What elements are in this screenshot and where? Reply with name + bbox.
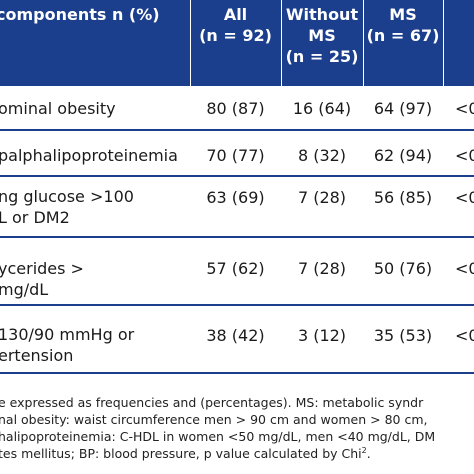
cell-without-ms: 7 (28) [297,188,347,207]
cell-all: 38 (42) [206,326,265,345]
cell-ms: 56 (85) [373,188,433,207]
header-divider [363,0,364,86]
cell-all: 70 (77) [206,146,265,165]
cell-p: <0 [455,146,474,165]
header-all: All (n = 92) [199,5,272,45]
header-without-ms: Without MS (n = 25) [285,5,359,66]
cell-without-ms: 3 (12) [297,326,347,345]
cell-p: <0 [455,99,474,118]
footnote-line: e expressed as frequencies and (percenta… [0,395,424,410]
cell-ms: 64 (97) [373,99,433,118]
header-ms: MS (n = 67) [366,5,440,45]
row-divider [0,372,474,374]
header-divider [190,0,191,86]
row-label: ng glucose >100 L or DM2 [0,187,134,227]
footnote-line: nal obesity: waist circumference men > 9… [0,412,428,427]
cell-without-ms: 16 (64) [292,99,352,118]
cell-p: <0 [455,326,474,345]
row-divider [0,236,474,238]
cell-all: 63 (69) [206,188,265,207]
footnote-line: halipoproteinemia: C-HDL in women <50 mg… [0,429,436,444]
table-header: components n (%) All (n = 92) Without MS… [0,0,474,86]
cell-without-ms: 7 (28) [297,259,347,278]
row-label: ycerides > mg/dL [0,259,84,299]
row-divider [0,304,474,306]
cell-p: <0 [455,259,474,278]
row-label: 130/90 mmHg or ertension [0,325,135,365]
row-divider [0,129,474,131]
cell-without-ms: 8 (32) [297,146,347,165]
cell-p: <0 [455,188,474,207]
row-divider [0,175,474,177]
footnote-line: tes mellitus; BP: blood pressure, p valu… [0,445,371,461]
cell-all: 57 (62) [206,259,265,278]
cell-ms: 62 (94) [373,146,433,165]
header-divider [443,0,444,86]
cell-all: 80 (87) [206,99,265,118]
header-divider [281,0,282,86]
header-components: components n (%) [0,5,160,24]
cell-ms: 50 (76) [373,259,433,278]
row-label: palphalipoproteinemia [0,146,178,165]
cell-ms: 35 (53) [373,326,433,345]
row-label: ominal obesity [0,99,116,118]
